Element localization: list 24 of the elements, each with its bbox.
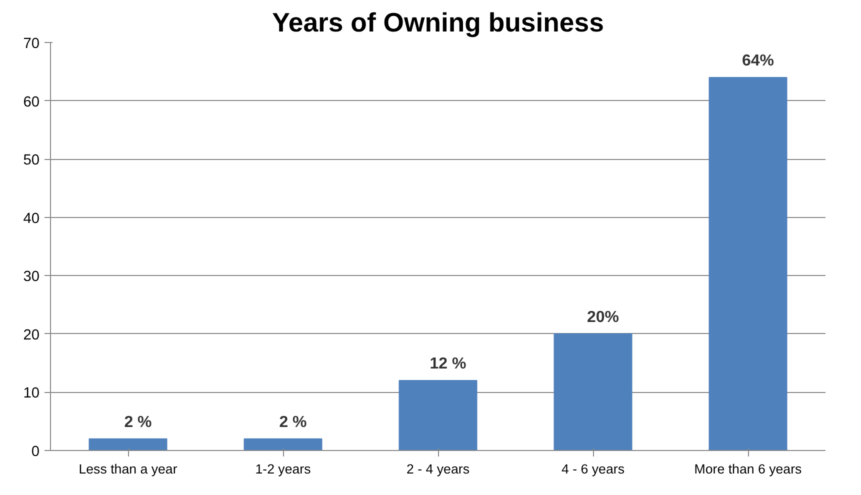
bar: [398, 380, 478, 450]
data-label: 2 %: [124, 414, 152, 431]
data-label: 12 %: [430, 356, 466, 373]
y-tick-label: 40: [23, 210, 40, 227]
bar: [708, 76, 788, 450]
x-tick-label: 2 - 4 years: [406, 462, 470, 476]
y-tick-label: 70: [23, 36, 40, 52]
data-label: 20%: [586, 308, 620, 326]
y-tick-label: 50: [23, 152, 40, 169]
y-tick-label: 20: [23, 327, 40, 344]
y-tick-label: 0: [31, 444, 40, 460]
x-tick-label: 1-2 years: [255, 462, 312, 476]
x-tick-label: More than 6 years: [694, 462, 802, 476]
data-label: 2 %: [279, 414, 307, 431]
bar: [554, 333, 632, 450]
data-label: 64%: [742, 52, 774, 70]
y-tick-label: 60: [23, 94, 40, 110]
y-tick-label: 30: [23, 269, 40, 286]
bar: [244, 438, 322, 450]
chart-title: Years of Owning business: [272, 8, 604, 38]
bar: [88, 438, 168, 450]
x-tick-label: 4 - 6 years: [562, 462, 625, 476]
y-tick-label: 10: [23, 386, 40, 402]
x-tick-label: Less than a year: [78, 462, 178, 476]
